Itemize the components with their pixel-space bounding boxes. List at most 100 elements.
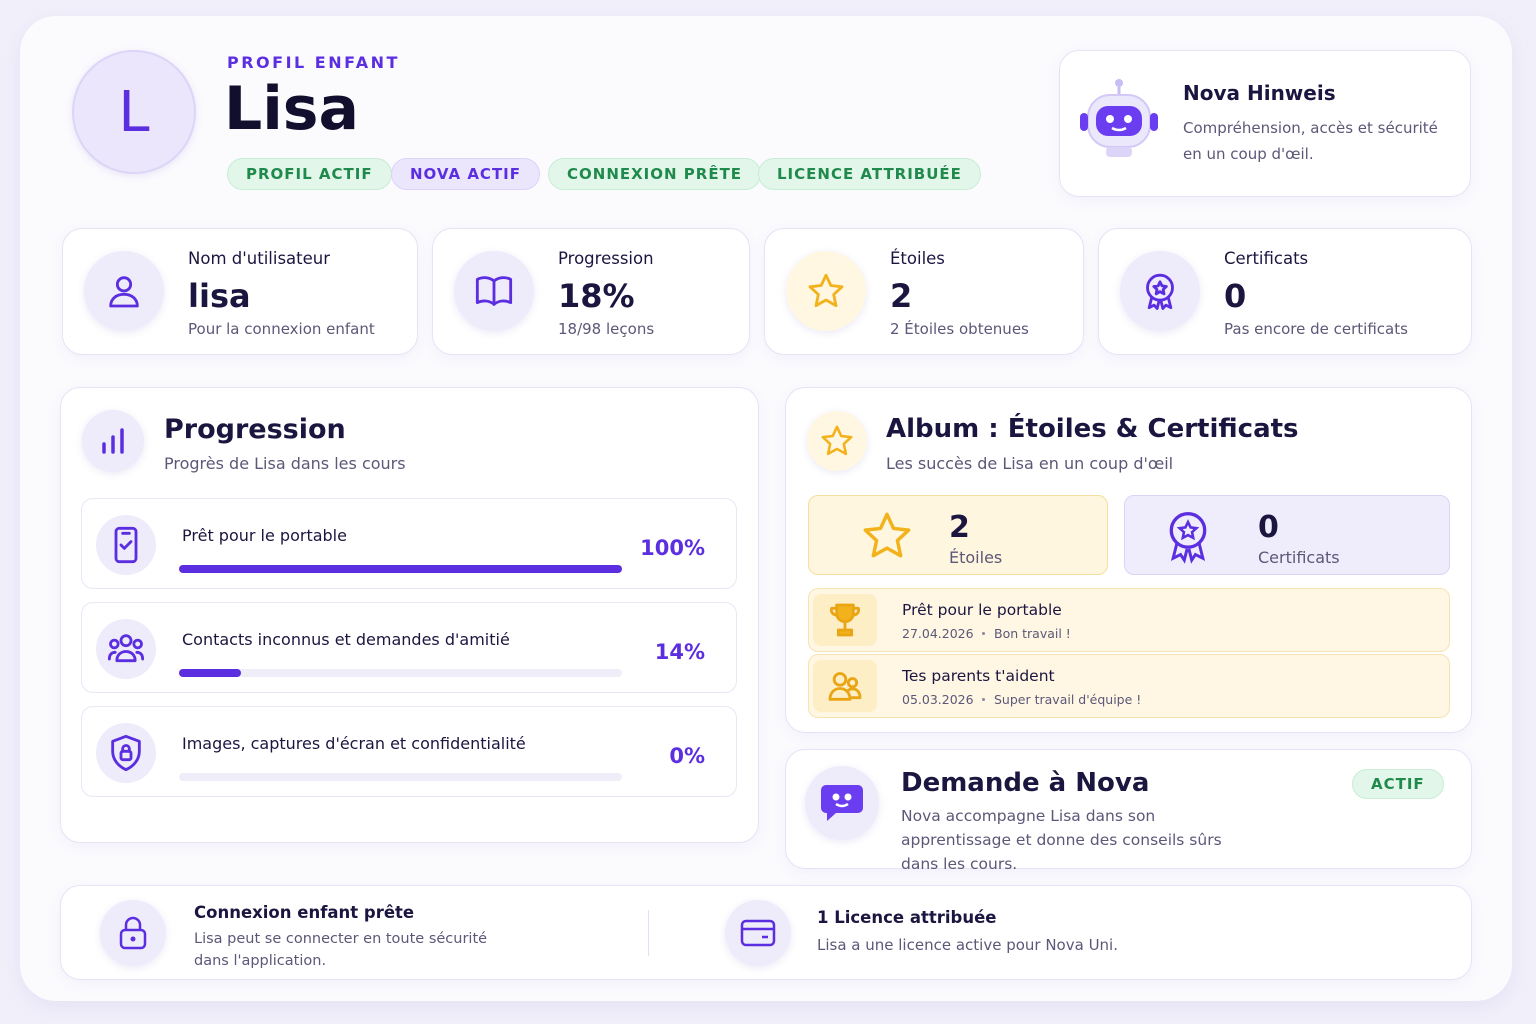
stat-label: Progression [558, 249, 654, 268]
achievement-date: 27.04.2026 [902, 626, 974, 641]
stat-card: Nom d'utilisateur lisa Pour la connexion e… [62, 228, 418, 355]
hint-card: Nova Hinweis Compréhension, accès et séc… [1059, 50, 1471, 197]
achievement-icon [813, 660, 877, 712]
chat-icon [805, 766, 879, 840]
icon [808, 273, 844, 308]
stat-sub: Pour la connexion enfant [188, 320, 375, 338]
achievement-row: Tes parents t'aident 05.03.2026 Super trav… [808, 654, 1450, 718]
certificates-label: Certificats [1258, 548, 1340, 567]
stat-value: 18% [558, 277, 635, 315]
certificates-box: 0 Certificats [1124, 495, 1450, 575]
divider [648, 910, 649, 956]
icon [821, 785, 863, 821]
achievement-title: Tes parents t'aident [902, 667, 1055, 685]
stat-sub: Pas encore de certificats [1224, 320, 1408, 338]
icon [863, 512, 911, 558]
separator-dot [982, 698, 985, 701]
icon [821, 425, 853, 456]
icon [1146, 273, 1174, 310]
course-row: Contacts inconnus et demandes d'amitié 14… [81, 602, 737, 693]
progress-track [179, 669, 622, 677]
stat-card: Certificats 0 Pas encore de certificats [1098, 228, 1472, 355]
course-name: Contacts inconnus et demandes d'amitié [182, 630, 510, 649]
child-name: Lisa [224, 74, 359, 144]
course-icon [96, 515, 156, 575]
stat-card: Progression 18% 18/98 leçons [432, 228, 750, 355]
nova-title: Demande à Nova [901, 768, 1150, 798]
course-icon [96, 619, 156, 679]
footer-text: Lisa a une licence active pour Nova Uni. [817, 936, 1118, 954]
eyebrow: PROFIL ENFANT [227, 53, 400, 72]
icon [119, 916, 147, 950]
course-row: Images, captures d'écran et confidential… [81, 706, 737, 797]
achievement-date: 05.03.2026 [902, 692, 974, 707]
icon [740, 919, 776, 947]
separator-dot [982, 632, 985, 635]
icon [475, 276, 513, 306]
icon [828, 672, 862, 701]
panel-subtitle: Progrès de Lisa dans les cours [164, 454, 406, 473]
course-name: Prêt pour le portable [182, 526, 347, 545]
footer-title: 1 Licence attribuée [817, 908, 997, 927]
chart-icon [82, 410, 144, 472]
stat-label: Nom d'utilisateur [188, 249, 331, 268]
achievement-icon [813, 594, 877, 646]
progress-track [179, 565, 622, 573]
badge: PROFIL ACTIF [227, 158, 392, 190]
course-name: Images, captures d'écran et confidential… [182, 734, 526, 753]
stars-box: 2 Étoiles [808, 495, 1108, 575]
course-icon [96, 723, 156, 783]
star-icon [807, 411, 867, 471]
icon [114, 526, 138, 564]
hint-text: Compréhension, accès et sécurité en un c… [1183, 119, 1438, 163]
stat-value: 2 [890, 277, 913, 315]
achievement-row: Prêt pour le portable 27.04.2026 Bon trava… [808, 588, 1450, 652]
stat-value: 0 [1224, 277, 1247, 315]
stat-card: Étoiles 2 2 Étoiles obtenues [764, 228, 1084, 355]
badge: LICENCE ATTRIBUÉE [758, 158, 981, 190]
badge: CONNEXION PRÊTE [548, 158, 762, 190]
stars-label: Étoiles [949, 548, 1003, 567]
panel-subtitle: Les succès de Lisa en un coup d'œil [886, 454, 1174, 473]
icon [829, 603, 861, 637]
course-percent: 0% [669, 744, 705, 768]
achievement-title: Prêt pour le portable [902, 601, 1062, 619]
course-percent: 100% [640, 536, 705, 560]
stat-value: lisa [188, 277, 251, 315]
stat-sub: 18/98 leçons [558, 320, 655, 338]
panel-title: Progression [164, 414, 346, 445]
badge: NOVA ACTIF [391, 158, 541, 190]
nova-status: ACTIF [1352, 769, 1444, 799]
achievement-note: Super travail d'équipe ! [994, 692, 1142, 707]
panel-title: Album : Étoiles & Certificats [886, 414, 1299, 444]
stat-label: Certificats [1224, 249, 1309, 268]
icon [109, 276, 139, 308]
footer-title: Connexion enfant prête [194, 903, 415, 922]
stat-icon [1120, 251, 1200, 331]
progress-track [179, 773, 622, 781]
certificates-count: 0 [1258, 510, 1279, 545]
achievement-note: Bon travail ! [994, 626, 1071, 641]
stat-icon [786, 251, 866, 331]
hint-title: Nova Hinweis [1183, 81, 1336, 105]
icon [107, 634, 145, 663]
progress-fill [179, 565, 622, 573]
stars-count: 2 [949, 510, 970, 545]
icon [1169, 512, 1207, 564]
lock-icon [100, 900, 166, 966]
course-row: Prêt pour le portable 100% [81, 498, 737, 589]
nova-panel [785, 749, 1472, 869]
card-icon [725, 900, 791, 966]
stat-label: Étoiles [890, 249, 945, 268]
course-percent: 14% [654, 640, 705, 664]
stat-sub: 2 Étoiles obtenues [890, 320, 1029, 338]
robot-icon [1080, 79, 1158, 157]
icon [111, 734, 141, 772]
progress-fill [179, 669, 242, 677]
avatar: L [72, 50, 196, 174]
nova-text: Nova accompagne Lisa dans son apprentiss… [901, 807, 1222, 873]
stat-icon [454, 251, 534, 331]
icon [102, 428, 124, 454]
